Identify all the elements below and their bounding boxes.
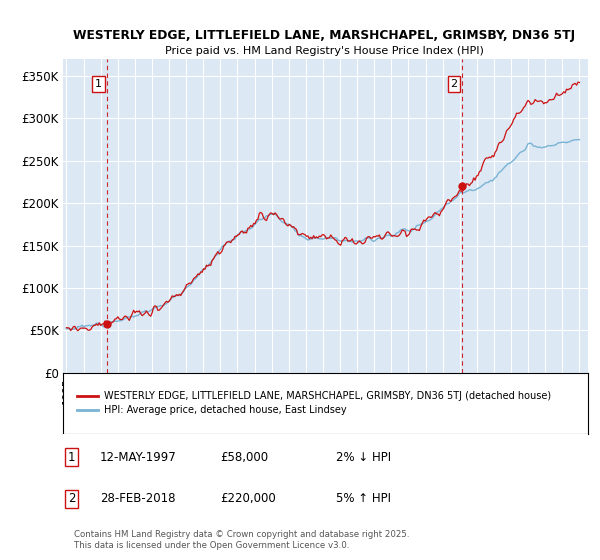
Text: 28-FEB-2018: 28-FEB-2018 — [100, 492, 175, 505]
Text: 2: 2 — [451, 80, 457, 89]
Text: 2: 2 — [68, 492, 75, 505]
Text: 5% ↑ HPI: 5% ↑ HPI — [336, 492, 391, 505]
Text: WESTERLY EDGE, LITTLEFIELD LANE, MARSHCHAPEL, GRIMSBY, DN36 5TJ: WESTERLY EDGE, LITTLEFIELD LANE, MARSHCH… — [73, 29, 575, 42]
Text: 1: 1 — [95, 80, 102, 89]
Text: 2% ↓ HPI: 2% ↓ HPI — [336, 451, 391, 464]
Text: Contains HM Land Registry data © Crown copyright and database right 2025.
This d: Contains HM Land Registry data © Crown c… — [74, 530, 409, 549]
Text: 12-MAY-1997: 12-MAY-1997 — [100, 451, 176, 464]
Legend: WESTERLY EDGE, LITTLEFIELD LANE, MARSHCHAPEL, GRIMSBY, DN36 5TJ (detached house): WESTERLY EDGE, LITTLEFIELD LANE, MARSHCH… — [73, 388, 555, 419]
Text: £58,000: £58,000 — [221, 451, 269, 464]
Text: 1: 1 — [68, 451, 75, 464]
Text: Price paid vs. HM Land Registry's House Price Index (HPI): Price paid vs. HM Land Registry's House … — [164, 46, 484, 56]
Text: £220,000: £220,000 — [221, 492, 276, 505]
